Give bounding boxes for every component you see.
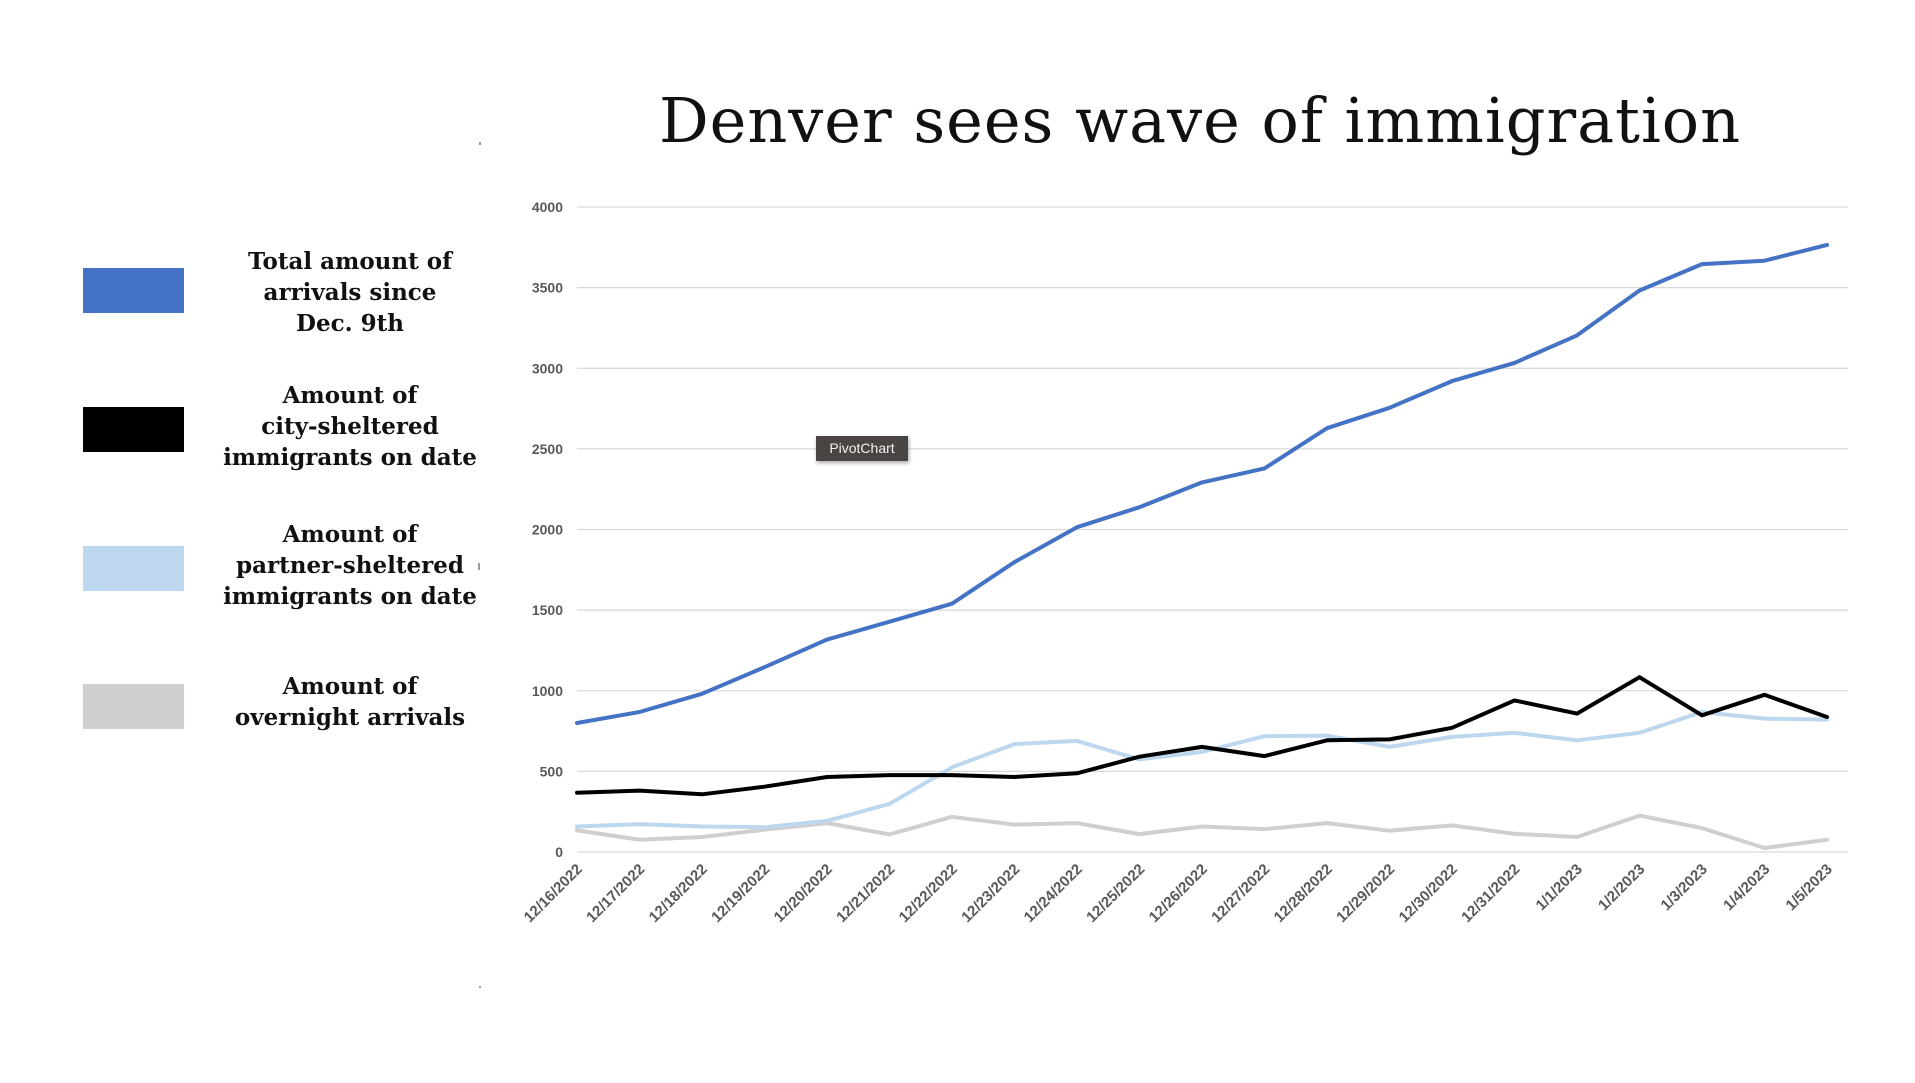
legend-item-total-arrivals: Total amount of arrivals since Dec. 9th — [0, 248, 500, 388]
y-tick-label: 500 — [540, 763, 564, 779]
x-tick-label: 1/2/2023 — [1595, 861, 1648, 914]
x-axis-ticks: 12/16/202212/17/202212/18/202212/19/2022… — [521, 861, 1836, 926]
stray-mark — [478, 563, 480, 570]
stray-mark — [479, 986, 481, 988]
x-tick-label: 1/3/2023 — [1658, 861, 1711, 914]
series-lines — [575, 242, 1829, 850]
x-tick-label: 12/18/2022 — [646, 861, 711, 926]
series-line-1 — [575, 675, 1829, 797]
gridlines — [577, 206, 1848, 853]
y-tick-label: 2000 — [532, 522, 563, 538]
series-line-2 — [575, 710, 1829, 830]
legend-swatch-city-sheltered — [83, 407, 184, 452]
x-tick-label: 12/24/2022 — [1021, 861, 1086, 926]
x-tick-label: 12/29/2022 — [1333, 861, 1398, 926]
x-tick-label: 12/30/2022 — [1396, 861, 1461, 926]
legend-swatch-overnight-arrivals — [83, 684, 184, 729]
y-tick-label: 0 — [555, 844, 563, 860]
x-tick-label: 1/5/2023 — [1783, 861, 1836, 914]
y-tick-label: 2500 — [532, 441, 563, 457]
series-line-3 — [575, 813, 1829, 850]
x-tick-label: 12/17/2022 — [583, 861, 648, 926]
pivotchart-tooltip: PivotChart — [816, 436, 908, 461]
x-tick-label: 12/25/2022 — [1083, 861, 1148, 926]
y-axis-ticks: 0 500 1000 1500 2000 2500 3000 3500 4000 — [532, 199, 563, 860]
x-tick-label: 1/1/2023 — [1533, 861, 1586, 914]
x-tick-label: 12/31/2022 — [1458, 861, 1523, 926]
legend-item-partner-sheltered: Amount of partner-sheltered immigrants o… — [0, 521, 500, 666]
y-tick-label: 3500 — [532, 280, 563, 296]
y-tick-label: 4000 — [532, 199, 563, 215]
x-tick-label: 12/23/2022 — [958, 861, 1023, 926]
legend-item-overnight-arrivals: Amount of overnight arrivals — [0, 673, 500, 804]
legend-label-total-arrivals: Total amount of arrivals since Dec. 9th — [248, 248, 452, 337]
x-tick-label: 12/22/2022 — [896, 861, 961, 926]
series-line-0 — [575, 242, 1829, 725]
legend-label-partner-sheltered: Amount of partner-sheltered immigrants o… — [223, 521, 477, 610]
x-tick-label: 12/21/2022 — [833, 861, 898, 926]
x-tick-label: 12/16/2022 — [521, 861, 586, 926]
x-tick-label: 1/4/2023 — [1720, 861, 1773, 914]
y-tick-label: 1000 — [532, 683, 563, 699]
y-tick-label: 1500 — [532, 602, 563, 618]
x-tick-label: 12/20/2022 — [771, 861, 836, 926]
legend-swatch-total-arrivals — [83, 268, 184, 313]
x-tick-label: 12/26/2022 — [1146, 861, 1211, 926]
legend-label-city-sheltered: Amount of city-sheltered immigrants on d… — [223, 382, 477, 471]
x-tick-label: 12/19/2022 — [708, 861, 773, 926]
legend-label-overnight-arrivals: Amount of overnight arrivals — [234, 673, 466, 731]
x-tick-label: 12/27/2022 — [1208, 861, 1273, 926]
stray-mark — [479, 142, 481, 145]
y-tick-label: 3000 — [532, 360, 563, 376]
x-tick-label: 12/28/2022 — [1271, 861, 1336, 926]
legend-item-city-sheltered: Amount of city-sheltered immigrants on d… — [0, 382, 500, 527]
chart-title: Denver sees wave of immigration — [658, 84, 1742, 157]
legend-swatch-partner-sheltered — [83, 546, 184, 591]
